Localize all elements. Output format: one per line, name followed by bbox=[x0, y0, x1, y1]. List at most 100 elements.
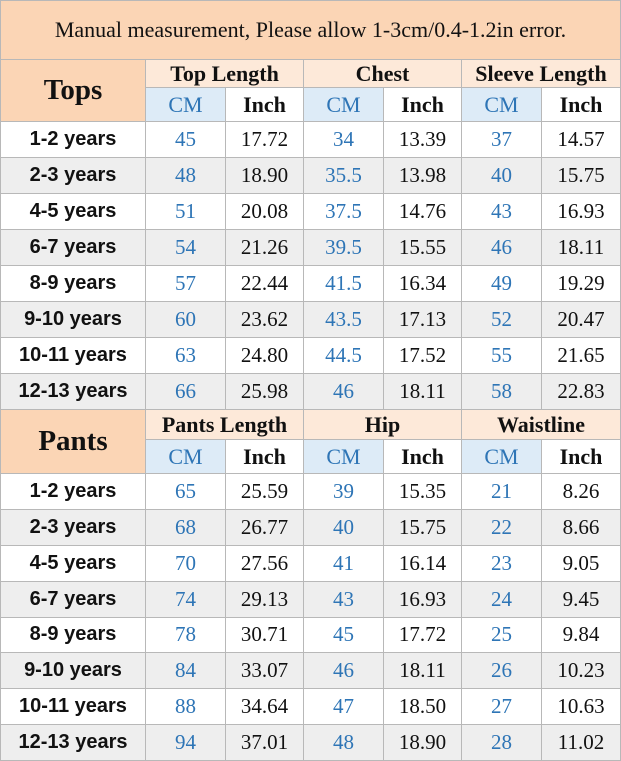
value-cell: 34 bbox=[304, 122, 384, 158]
value-cell: 37.5 bbox=[304, 194, 384, 230]
value-cell: 48 bbox=[304, 725, 384, 761]
row-label: 2-3 years bbox=[0, 509, 146, 546]
row-label: 4-5 years bbox=[0, 194, 146, 230]
value-cell: 25.98 bbox=[226, 374, 304, 410]
value-cell: 46 bbox=[304, 374, 384, 410]
value-cell: 14.76 bbox=[384, 194, 462, 230]
value-cell: 18.90 bbox=[226, 158, 304, 194]
value-cell: 16.34 bbox=[384, 266, 462, 302]
value-cell: 15.75 bbox=[384, 509, 462, 546]
value-cell: 9.05 bbox=[542, 545, 621, 582]
value-cell: 18.11 bbox=[384, 653, 462, 690]
value-cell: 23.62 bbox=[226, 302, 304, 338]
value-cell: 18.50 bbox=[384, 689, 462, 726]
value-cell: 66 bbox=[146, 374, 226, 410]
unit-header: CM bbox=[304, 440, 384, 474]
value-cell: 26 bbox=[462, 653, 542, 690]
row-label: 2-3 years bbox=[0, 158, 146, 194]
value-cell: 94 bbox=[146, 725, 226, 761]
unit-header: CM bbox=[462, 88, 542, 122]
value-cell: 14.57 bbox=[542, 122, 621, 158]
value-cell: 24.80 bbox=[226, 338, 304, 374]
value-cell: 46 bbox=[462, 230, 542, 266]
value-cell: 15.75 bbox=[542, 158, 621, 194]
value-cell: 16.93 bbox=[384, 581, 462, 618]
value-cell: 40 bbox=[462, 158, 542, 194]
unit-header: Inch bbox=[542, 440, 621, 474]
value-cell: 24 bbox=[462, 581, 542, 618]
unit-header: CM bbox=[304, 88, 384, 122]
group-header: Top Length bbox=[146, 60, 304, 88]
group-header: Pants Length bbox=[146, 410, 304, 440]
value-cell: 22.44 bbox=[226, 266, 304, 302]
value-cell: 33.07 bbox=[226, 653, 304, 690]
value-cell: 22 bbox=[462, 509, 542, 546]
value-cell: 22.83 bbox=[542, 374, 621, 410]
section-name: Pants bbox=[0, 410, 146, 474]
value-cell: 25.59 bbox=[226, 474, 304, 510]
row-label: 12-13 years bbox=[0, 374, 146, 410]
value-cell: 15.35 bbox=[384, 474, 462, 510]
value-cell: 43 bbox=[304, 581, 384, 618]
value-cell: 28 bbox=[462, 725, 542, 761]
value-cell: 13.39 bbox=[384, 122, 462, 158]
row-label: 9-10 years bbox=[0, 653, 146, 690]
value-cell: 41 bbox=[304, 545, 384, 582]
unit-header: Inch bbox=[226, 88, 304, 122]
value-cell: 21.26 bbox=[226, 230, 304, 266]
value-cell: 55 bbox=[462, 338, 542, 374]
row-label: 9-10 years bbox=[0, 302, 146, 338]
value-cell: 47 bbox=[304, 689, 384, 726]
row-label: 4-5 years bbox=[0, 545, 146, 582]
row-label: 6-7 years bbox=[0, 230, 146, 266]
value-cell: 37 bbox=[462, 122, 542, 158]
value-cell: 17.72 bbox=[226, 122, 304, 158]
value-cell: 9.84 bbox=[542, 617, 621, 654]
value-cell: 10.23 bbox=[542, 653, 621, 690]
unit-header: Inch bbox=[542, 88, 621, 122]
row-label: 10-11 years bbox=[0, 689, 146, 726]
value-cell: 48 bbox=[146, 158, 226, 194]
value-cell: 17.52 bbox=[384, 338, 462, 374]
value-cell: 34.64 bbox=[226, 689, 304, 726]
value-cell: 18.11 bbox=[542, 230, 621, 266]
group-header: Sleeve Length bbox=[462, 60, 621, 88]
value-cell: 21.65 bbox=[542, 338, 621, 374]
value-cell: 23 bbox=[462, 545, 542, 582]
unit-header: Inch bbox=[226, 440, 304, 474]
value-cell: 20.47 bbox=[542, 302, 621, 338]
value-cell: 18.11 bbox=[384, 374, 462, 410]
value-cell: 45 bbox=[304, 617, 384, 654]
value-cell: 84 bbox=[146, 653, 226, 690]
value-cell: 17.13 bbox=[384, 302, 462, 338]
unit-header: CM bbox=[146, 440, 226, 474]
unit-header: Inch bbox=[384, 88, 462, 122]
value-cell: 40 bbox=[304, 509, 384, 546]
value-cell: 16.93 bbox=[542, 194, 621, 230]
row-label: 1-2 years bbox=[0, 474, 146, 510]
value-cell: 39.5 bbox=[304, 230, 384, 266]
value-cell: 43 bbox=[462, 194, 542, 230]
value-cell: 27 bbox=[462, 689, 542, 726]
value-cell: 45 bbox=[146, 122, 226, 158]
value-cell: 21 bbox=[462, 474, 542, 510]
value-cell: 18.90 bbox=[384, 725, 462, 761]
value-cell: 27.56 bbox=[226, 545, 304, 582]
value-cell: 9.45 bbox=[542, 581, 621, 618]
value-cell: 54 bbox=[146, 230, 226, 266]
row-label: 8-9 years bbox=[0, 266, 146, 302]
value-cell: 60 bbox=[146, 302, 226, 338]
value-cell: 68 bbox=[146, 509, 226, 546]
group-header: Hip bbox=[304, 410, 462, 440]
value-cell: 35.5 bbox=[304, 158, 384, 194]
value-cell: 46 bbox=[304, 653, 384, 690]
value-cell: 29.13 bbox=[226, 581, 304, 618]
title: Manual measurement, Please allow 1-3cm/0… bbox=[0, 0, 621, 60]
row-label: 1-2 years bbox=[0, 122, 146, 158]
value-cell: 17.72 bbox=[384, 617, 462, 654]
group-header: Chest bbox=[304, 60, 462, 88]
value-cell: 88 bbox=[146, 689, 226, 726]
value-cell: 30.71 bbox=[226, 617, 304, 654]
